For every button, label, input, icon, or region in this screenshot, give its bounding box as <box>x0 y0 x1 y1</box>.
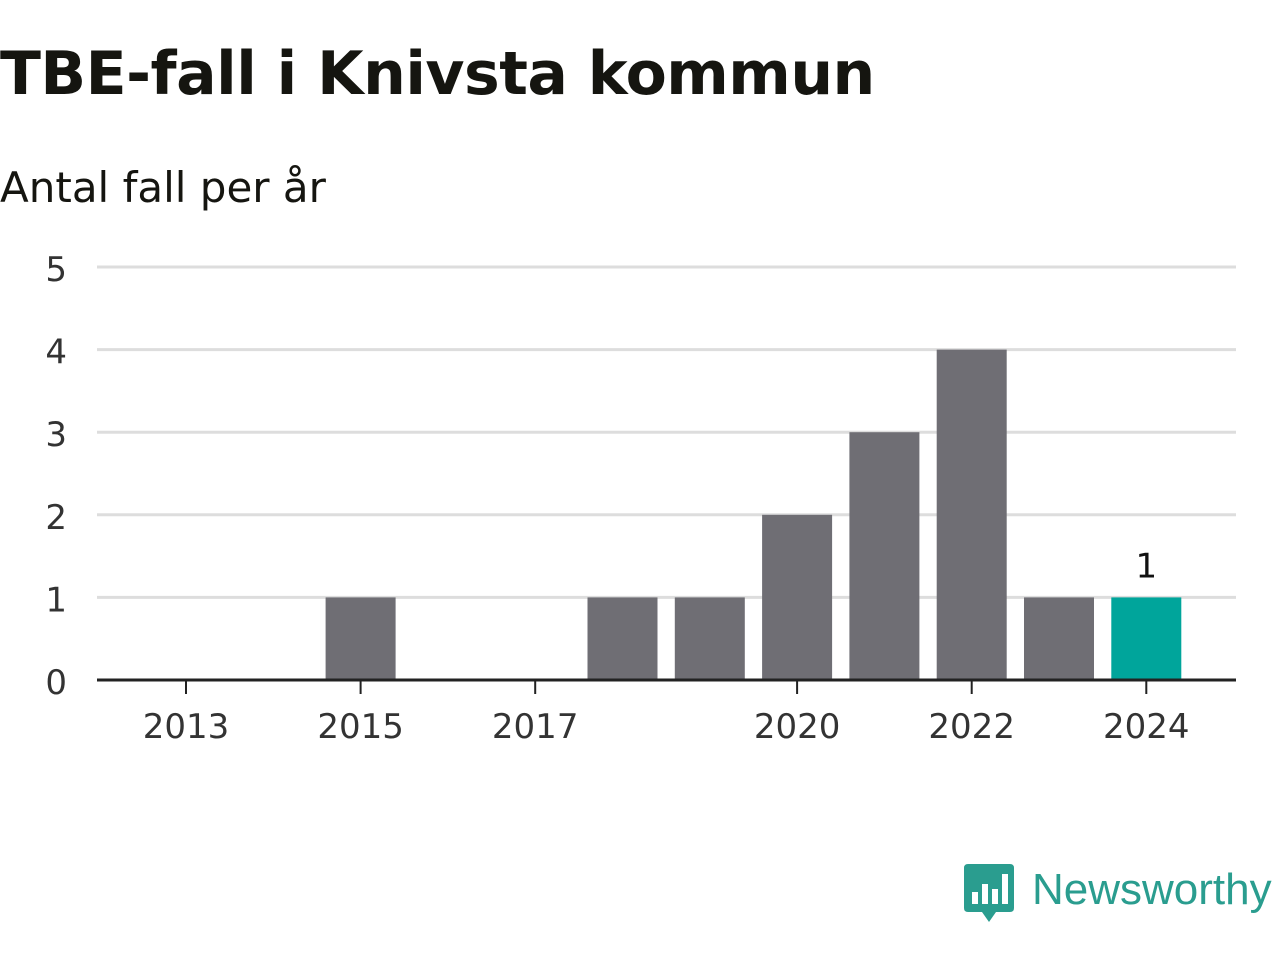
bar-2020 <box>762 514 833 680</box>
x-tick-label: 2022 <box>928 707 1015 747</box>
x-tick-label: 2015 <box>317 707 404 747</box>
chart-title: TBE-fall i Knivsta kommun <box>0 39 875 109</box>
x-tick-label: 2024 <box>1103 707 1190 747</box>
bar-2023 <box>1024 597 1094 680</box>
x-tick-label: 2017 <box>492 707 579 747</box>
gridlines <box>97 265 1236 599</box>
chart-subtitle: Antal fall per år <box>0 163 326 212</box>
y-tick-label: 3 <box>45 415 67 455</box>
bar-2022 <box>936 349 1007 680</box>
x-axis-ticks: 2013 2015 2017 2020 2022 2024 <box>143 680 1190 747</box>
bar-2015 <box>325 597 396 680</box>
x-tick-label: 2020 <box>754 707 841 747</box>
bar-2018 <box>587 597 658 680</box>
brand: Newsworthy <box>962 862 1272 926</box>
y-tick-label: 2 <box>45 498 67 538</box>
bars <box>325 349 1182 680</box>
y-tick-label: 0 <box>45 663 67 703</box>
brand-name: Newsworthy <box>1032 865 1272 914</box>
data-label-2024: 1 <box>1135 546 1157 586</box>
y-tick-label: 4 <box>45 333 67 373</box>
bar-2021 <box>849 432 920 680</box>
data-labels: 1 <box>1135 546 1157 586</box>
y-axis-ticks: 0 1 2 3 4 5 <box>45 250 67 703</box>
bar-chart-speech-bubble-icon <box>964 864 1014 922</box>
y-tick-label: 1 <box>45 580 67 620</box>
bar-2019 <box>674 597 745 680</box>
bar-2024 <box>1111 597 1182 680</box>
x-tick-label: 2013 <box>143 707 230 747</box>
y-tick-label: 5 <box>45 250 67 290</box>
